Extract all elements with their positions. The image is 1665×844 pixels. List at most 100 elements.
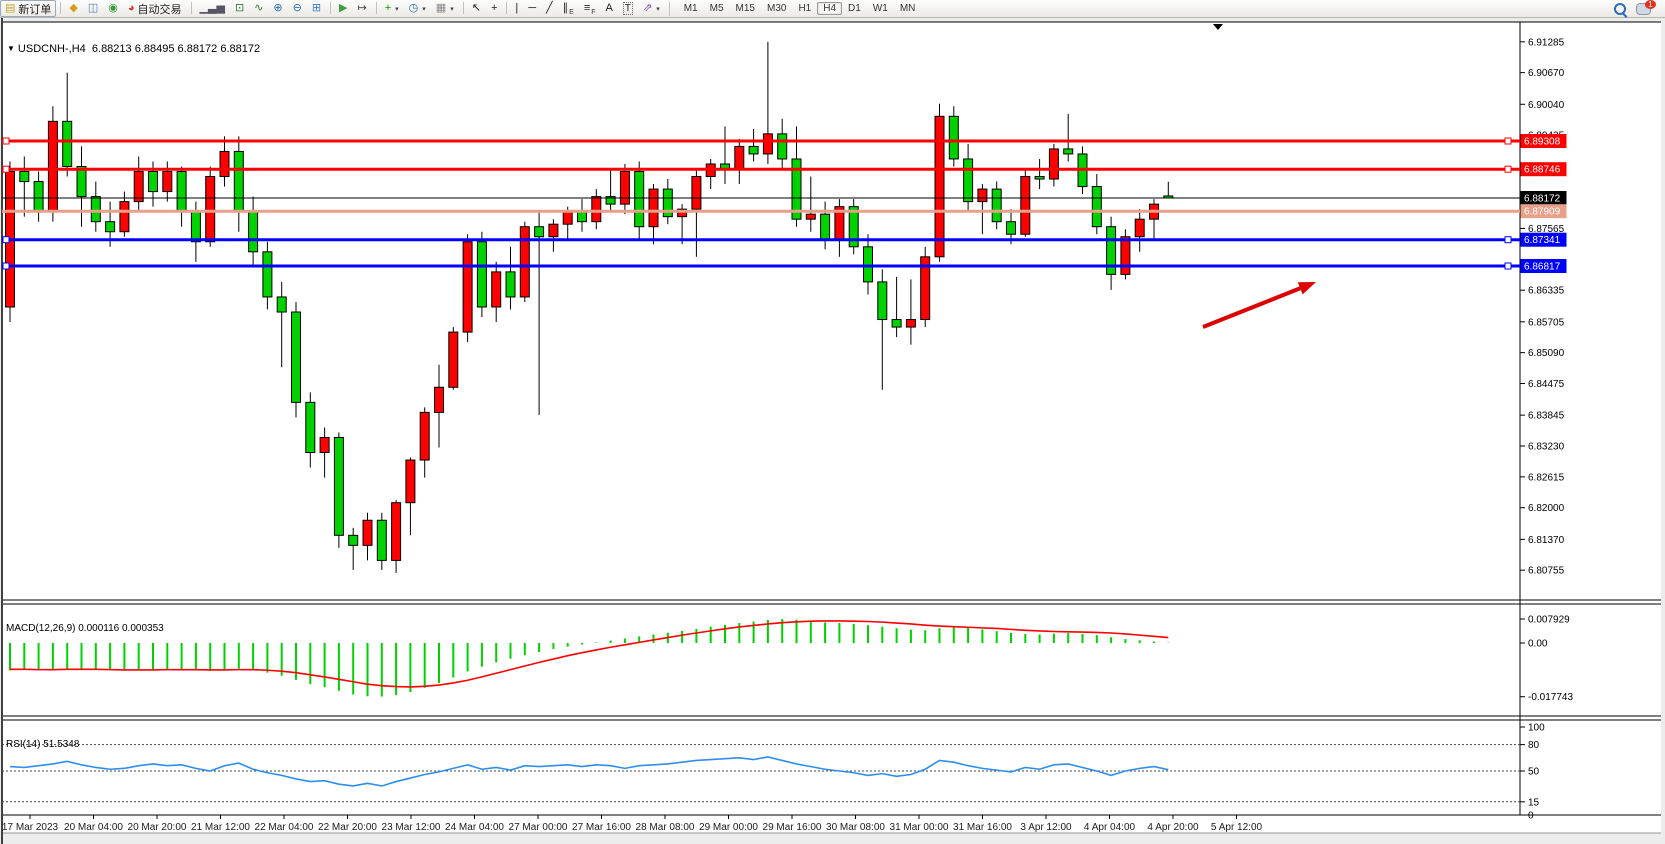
chat-icon[interactable]: 1 — [1636, 0, 1656, 15]
svg-text:23 Mar 12:00: 23 Mar 12:00 — [382, 822, 441, 833]
candle — [548, 223, 559, 238]
line-handle[interactable] — [1504, 236, 1512, 244]
arrows-button[interactable]: ⇗ ▾ — [638, 0, 665, 17]
line-chart-button[interactable]: ∿ — [249, 0, 268, 17]
svg-text:20 Mar 20:00: 20 Mar 20:00 — [128, 822, 187, 833]
chevron-down-icon: ▾ — [656, 5, 660, 13]
text-label-button[interactable]: T — [618, 0, 638, 17]
candle — [76, 165, 87, 198]
new-order-button[interactable]: ▤ 新订单 — [0, 0, 57, 17]
candle — [119, 201, 130, 233]
svg-text:28 Mar 08:00: 28 Mar 08:00 — [636, 822, 695, 833]
toolbar-right: 1 — [1614, 0, 1665, 15]
indicators-button[interactable]: + ▾ — [380, 0, 404, 17]
fibonacci-button[interactable]: ≡ F — [579, 0, 601, 17]
candle — [762, 133, 773, 155]
channel-icon: ∥ — [562, 2, 569, 14]
vertical-line-button[interactable]: | — [510, 0, 523, 17]
line-handle[interactable] — [2, 137, 10, 145]
crosshair-button[interactable]: + — [486, 0, 502, 17]
time-axis[interactable]: 17 Mar 2023 20 Mar 04:00 20 Mar 20:00 21 Ma… — [2, 815, 1263, 833]
terminal-button[interactable]: ◉ — [103, 0, 123, 17]
macd-signal-line — [10, 620, 1169, 688]
search-icon[interactable] — [1614, 2, 1626, 15]
timeframe-m1[interactable]: M1 — [683, 3, 698, 14]
timeframe-m15[interactable]: M15 — [735, 3, 755, 14]
zoom-out-button[interactable]: ⊖ — [288, 0, 307, 17]
periods-button[interactable]: ◷ ▾ — [404, 0, 431, 17]
chart-symbol-title[interactable]: ▼ USDCNH-,H4 6.88213 6.88495 6.88172 6.88… — [7, 43, 260, 55]
chart-shift-marker[interactable] — [1213, 24, 1223, 30]
line-handle[interactable] — [2, 262, 10, 270]
candle — [648, 188, 659, 228]
candle — [577, 211, 587, 223]
line-handle[interactable] — [1504, 262, 1512, 270]
chart-shift-button[interactable]: ↦ — [353, 0, 372, 17]
candle — [276, 296, 287, 313]
candle — [591, 196, 602, 223]
line-handle[interactable] — [2, 236, 10, 244]
candle — [405, 459, 416, 504]
horizontal-line-button[interactable]: ─ — [523, 0, 541, 17]
candle — [1134, 218, 1145, 238]
zoom-in-button[interactable]: ⊕ — [268, 0, 287, 17]
candle — [920, 256, 931, 321]
channel-button[interactable]: ∥ E — [558, 0, 579, 17]
candle — [1034, 176, 1045, 180]
candle — [619, 171, 630, 205]
candle — [205, 176, 216, 243]
autotrading-button[interactable]: ◕ 自动交易 — [123, 0, 187, 17]
zoom-out-icon: ⊖ — [292, 2, 302, 14]
candle — [677, 208, 688, 218]
indicators-icon: + — [384, 2, 392, 14]
candle — [805, 213, 816, 220]
arrow-annotation-head[interactable] — [1297, 282, 1316, 295]
market-watch-button[interactable]: ◆ — [64, 0, 82, 17]
svg-text:0: 0 — [1528, 811, 1534, 822]
candle — [476, 241, 487, 308]
chevron-down-icon: ▾ — [395, 5, 399, 13]
timeframe-mn[interactable]: MN — [899, 3, 916, 14]
trendline-button[interactable]: ╱ — [541, 0, 558, 17]
one-click-arrow-icon[interactable]: ▼ — [7, 44, 15, 53]
candle — [462, 241, 473, 333]
bar-chart-button[interactable]: ▁▃▅ — [195, 0, 230, 17]
autotrading-icon: ◕ — [127, 2, 135, 14]
timeframe-h4[interactable]: H4 — [817, 2, 843, 15]
arrow-annotation[interactable] — [1202, 286, 1301, 329]
line-handle[interactable] — [1504, 165, 1512, 173]
line-handle[interactable] — [2, 165, 10, 173]
cursor-button[interactable]: ↖ — [467, 0, 486, 17]
candle — [190, 211, 201, 243]
svg-text:6.86335: 6.86335 — [1528, 286, 1565, 297]
navigator-button[interactable]: ◫ — [83, 0, 103, 17]
line-handle[interactable] — [1504, 137, 1512, 145]
price-tag-6.88172 — [1520, 191, 1567, 206]
svg-text:22 Mar 04:00: 22 Mar 04:00 — [255, 822, 314, 833]
candle — [505, 271, 516, 298]
text-button[interactable]: A — [601, 0, 618, 17]
candle — [1006, 221, 1016, 235]
svg-text:3 Apr 12:00: 3 Apr 12:00 — [1020, 822, 1072, 833]
svg-text:6.88746: 6.88746 — [1524, 165, 1561, 176]
timeframe-w1[interactable]: W1 — [872, 3, 888, 14]
templates-button[interactable]: ▦ ▾ — [431, 0, 459, 17]
timeframe-d1[interactable]: D1 — [848, 3, 861, 14]
candle — [90, 196, 101, 223]
candle — [948, 115, 959, 160]
timeframe-h1[interactable]: H1 — [798, 3, 812, 14]
candle — [534, 226, 545, 238]
price-axis[interactable]: 6.912856.906706.900406.894256.875656.868… — [1520, 37, 1573, 822]
candlestick-chart-button[interactable]: ⊡ — [230, 0, 249, 17]
candle — [863, 246, 873, 283]
auto-scroll-button[interactable]: ▶ — [334, 0, 352, 17]
tile-windows-button[interactable]: ⊞ — [307, 0, 326, 17]
svg-text:6.81370: 6.81370 — [1528, 535, 1565, 546]
candle — [1048, 148, 1059, 180]
timeframe-m30[interactable]: M30 — [766, 3, 787, 14]
price-tag-6.86817 — [1520, 258, 1567, 273]
chart-canvas[interactable]: 6.912856.906706.900406.894256.875656.868… — [0, 18, 1665, 844]
new-order-icon: ▤ — [5, 2, 16, 14]
svg-text:30 Mar 08:00: 30 Mar 08:00 — [826, 822, 885, 833]
timeframe-m5[interactable]: M5 — [709, 3, 724, 14]
